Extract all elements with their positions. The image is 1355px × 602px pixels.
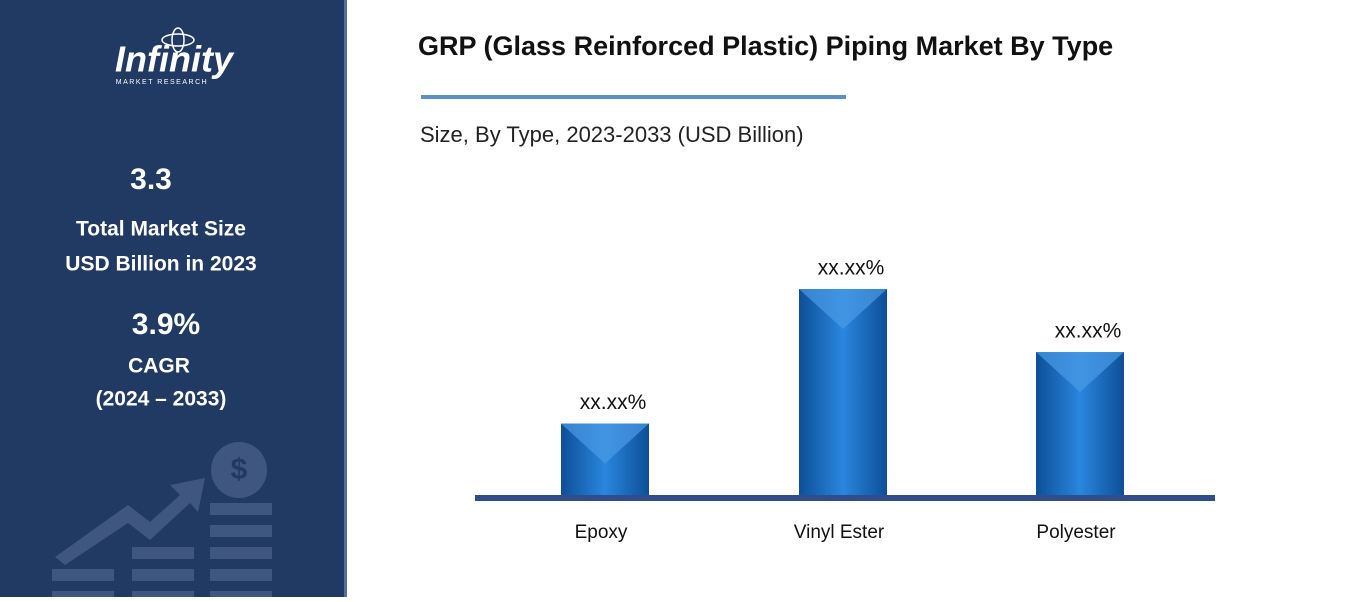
- market-size: 3.3: [130, 163, 172, 196]
- chart-subtitle: Size, By Type, 2023-2033 (USD Billion): [420, 122, 804, 147]
- sidebar: [0, 0, 344, 597]
- bar-bevel: [799, 289, 887, 329]
- bar-bevel: [561, 423, 649, 464]
- dollar-icon: $: [231, 453, 248, 486]
- logo-sub: MARKET RESEARCH: [116, 79, 208, 86]
- x-tick-label: Epoxy: [575, 522, 628, 543]
- value-label: xx.xx%: [1055, 320, 1122, 343]
- cagr-period: (2024 – 2033): [96, 388, 227, 411]
- growth-icon: [52, 442, 272, 597]
- market-size-label: USD Billion in 2023: [65, 253, 256, 276]
- bar-bevel: [1036, 352, 1124, 393]
- logo: Infinity: [115, 39, 235, 80]
- baseline: [475, 495, 1215, 501]
- cagr-label: CAGR: [128, 355, 190, 378]
- cagr: 3.9%: [132, 308, 200, 341]
- title-underline: [421, 95, 846, 99]
- market-size-label: Total Market Size: [76, 218, 246, 241]
- value-label: xx.xx%: [580, 391, 647, 414]
- logo-mark: [161, 27, 195, 53]
- value-label: xx.xx%: [818, 257, 885, 280]
- sidebar-border: [344, 0, 347, 597]
- x-tick-label: Vinyl Ester: [794, 522, 885, 543]
- chart-title: GRP (Glass Reinforced Plastic) Piping Ma…: [418, 31, 1113, 61]
- x-tick-label: Polyester: [1036, 522, 1116, 543]
